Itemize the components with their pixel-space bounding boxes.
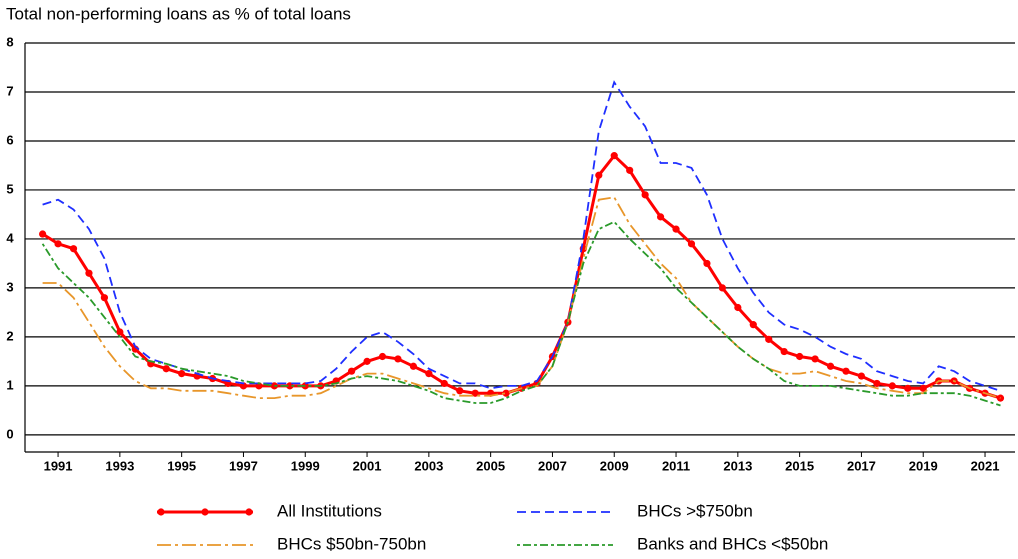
point-marker [471, 389, 479, 397]
y-tick-label: 6 [6, 132, 13, 147]
point-marker [409, 362, 417, 370]
x-tick-label: 1999 [291, 458, 320, 473]
point-marker [904, 384, 912, 392]
x-tick-label: 1993 [105, 458, 134, 473]
y-tick-label: 4 [6, 230, 14, 245]
point-marker [378, 352, 387, 361]
point-marker [162, 365, 170, 373]
point-marker [626, 166, 634, 174]
point-marker [394, 355, 402, 363]
point-marker [100, 294, 109, 302]
point-marker [703, 259, 711, 268]
point-marker [641, 191, 649, 199]
point-marker [857, 372, 866, 380]
x-tick-label: 2005 [476, 458, 505, 473]
legend-label: All Institutions [277, 501, 382, 520]
point-marker [888, 382, 896, 390]
point-marker [749, 321, 757, 329]
point-marker [796, 352, 804, 361]
x-tick-label: 2003 [414, 458, 443, 473]
point-marker [54, 240, 62, 248]
x-tick-label: 1991 [44, 458, 73, 473]
point-marker [502, 389, 510, 397]
point-marker [672, 225, 680, 233]
point-marker [440, 379, 448, 388]
x-tick-label: 1997 [229, 458, 258, 473]
chart-title: Total non-performing loans as % of total… [6, 4, 351, 23]
point-marker [656, 213, 665, 221]
point-marker [718, 284, 726, 292]
legend-label: Banks and BHCs <$50bn [637, 534, 828, 553]
point-marker [363, 357, 371, 365]
legend-marker [157, 508, 165, 516]
series-line [41, 220, 1001, 407]
y-tick-label: 7 [6, 83, 13, 98]
point-marker [456, 387, 464, 395]
point-marker [873, 379, 881, 388]
x-tick-label: 2007 [538, 458, 567, 473]
series-line [42, 196, 1001, 399]
point-marker [842, 367, 850, 375]
point-marker [348, 367, 356, 375]
point-marker [919, 384, 927, 392]
x-tick-label: 2011 [662, 458, 690, 473]
point-marker [239, 382, 248, 390]
x-tick-label: 2021 [971, 458, 1000, 473]
y-tick-label: 8 [6, 34, 13, 49]
point-marker [69, 245, 78, 253]
point-marker [811, 355, 819, 363]
y-tick-label: 3 [6, 279, 13, 294]
y-tick-label: 0 [6, 426, 13, 441]
x-tick-label: 1995 [167, 458, 196, 473]
x-tick-label: 2017 [847, 458, 876, 473]
y-tick-label: 2 [6, 328, 13, 343]
point-marker [595, 171, 603, 179]
point-marker [734, 303, 742, 312]
point-marker [610, 152, 618, 160]
y-tick-label: 5 [6, 181, 13, 196]
x-tick-label: 2001 [353, 458, 382, 473]
legend-marker [245, 508, 253, 516]
x-tick-label: 2019 [909, 458, 938, 473]
point-marker [39, 230, 47, 238]
y-tick-label: 1 [6, 377, 13, 392]
point-marker [765, 335, 773, 343]
point-marker [270, 382, 278, 390]
point-marker [116, 328, 124, 336]
point-marker [687, 240, 696, 248]
series-line [42, 80, 1001, 392]
legend-marker [201, 508, 209, 516]
legend-label: BHCs $50bn-750bn [277, 534, 426, 553]
point-marker [780, 347, 788, 356]
legend-label: BHCs >$750bn [637, 501, 753, 520]
x-tick-label: 2015 [785, 458, 814, 473]
x-tick-label: 2009 [600, 458, 629, 473]
point-marker [85, 269, 93, 277]
x-tick-label: 2013 [723, 458, 752, 473]
point-marker [178, 370, 186, 378]
point-marker [826, 362, 835, 370]
point-marker [425, 370, 433, 378]
series-line [41, 153, 1001, 400]
